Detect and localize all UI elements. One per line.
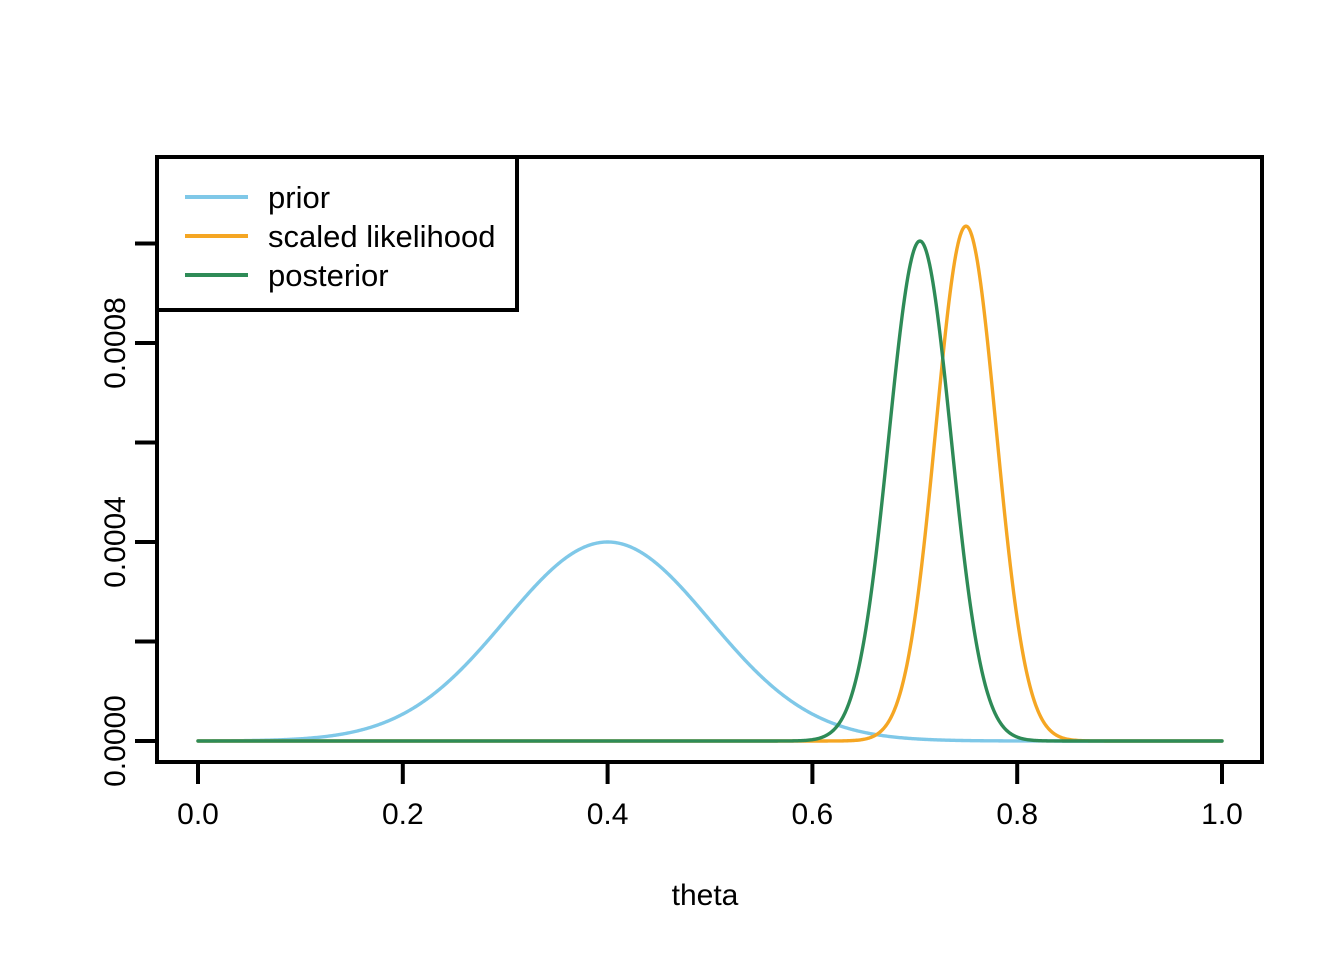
legend-box (155, 155, 519, 312)
x-axis-ticks (196, 762, 1224, 784)
y-axis-tick-labels: 0.0000 0.0004 0.0008 (99, 297, 132, 787)
curve-posterior (196, 239, 1224, 743)
x-tick-label: 0.0 (177, 798, 219, 831)
legend-label-scaled-likelihood: scaled likelihood (268, 219, 495, 254)
x-tick-label: 1.0 (1201, 798, 1243, 831)
y-tick-label: 0.0000 (99, 695, 132, 787)
x-axis-tick-labels: 0.0 0.2 0.4 0.6 0.8 1.0 (177, 798, 1243, 831)
y-tick-label: 0.0004 (99, 496, 132, 588)
legend-label-posterior: posterior (268, 258, 389, 293)
legend: prior scaled likelihood posterior (155, 155, 519, 312)
data-curves (196, 224, 1224, 743)
x-tick-label: 0.2 (382, 798, 424, 831)
legend-label-prior: prior (268, 180, 330, 215)
y-axis-ticks (135, 241, 157, 743)
y-tick-label: 0.0008 (99, 297, 132, 389)
x-tick-label: 0.4 (587, 798, 629, 831)
x-axis-title: theta (672, 879, 739, 912)
x-tick-label: 0.6 (792, 798, 834, 831)
plot-frame (155, 155, 1264, 764)
x-tick-label: 0.8 (996, 798, 1038, 831)
